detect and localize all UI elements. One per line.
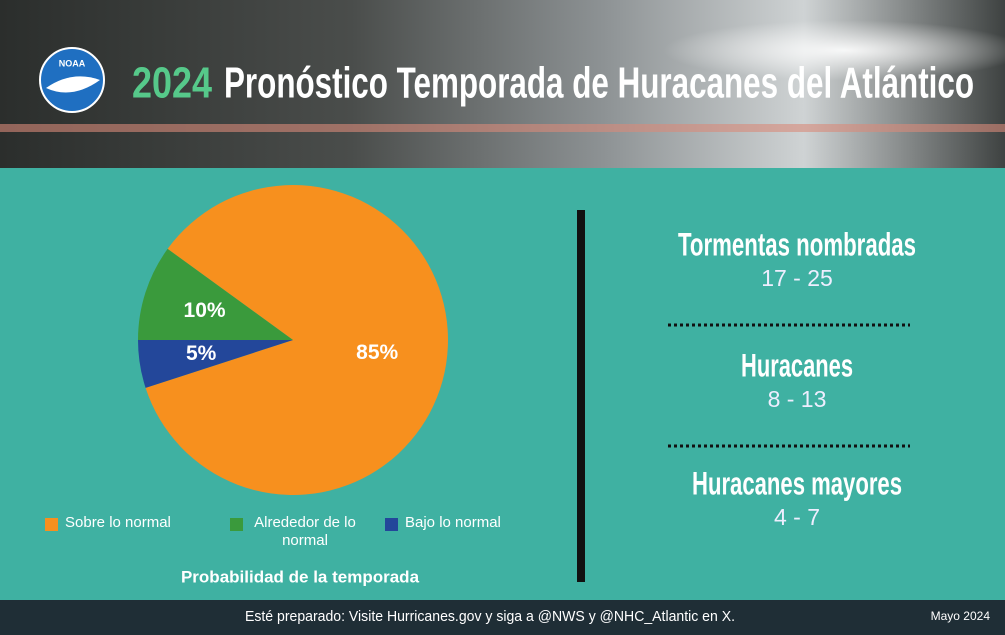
legend-swatch bbox=[230, 518, 243, 531]
stat-label: Tormentas nombradas bbox=[678, 226, 916, 262]
title: Pronóstico Temporada de Huracanes del At… bbox=[224, 59, 974, 108]
legend-label: Bajo lo normal bbox=[405, 514, 501, 531]
stat-range: 8 - 13 bbox=[768, 386, 827, 412]
legend-swatch bbox=[45, 518, 58, 531]
stat-label: Huracanes bbox=[741, 347, 853, 383]
footer-date: Mayo 2024 bbox=[931, 609, 991, 623]
title-year: 2024 bbox=[132, 59, 212, 108]
logo-bird bbox=[46, 76, 100, 93]
legend-swatch bbox=[385, 518, 398, 531]
slice-label: 5% bbox=[186, 342, 217, 365]
stat-range: 4 - 7 bbox=[774, 504, 820, 530]
legend-item: Alrededor de lo normal bbox=[254, 514, 356, 549]
divider bbox=[577, 210, 585, 582]
footer-bar bbox=[0, 600, 1005, 635]
legend-label: Alrededor de lo normal bbox=[254, 514, 356, 549]
footer-text: Esté preparado: Visite Hurricanes.gov y … bbox=[245, 608, 735, 625]
slice-label: 85% bbox=[356, 341, 398, 364]
legend-item: Bajo lo normal bbox=[405, 514, 501, 531]
slice-label: 10% bbox=[184, 299, 226, 322]
legend-item: Sobre lo normal bbox=[65, 514, 171, 531]
pie-slice bbox=[138, 340, 293, 388]
stat-label: Huracanes mayores bbox=[692, 465, 902, 501]
legend-label: Sobre lo normal bbox=[65, 514, 171, 531]
pie-slice bbox=[145, 184, 448, 495]
banner-stripe bbox=[0, 124, 1005, 132]
stat-range: 17 - 25 bbox=[761, 265, 833, 291]
banner-storm bbox=[0, 0, 1005, 168]
logo-text: NOAA bbox=[59, 58, 86, 68]
pie-slice bbox=[138, 248, 293, 340]
chart-caption: Probabilidad de la temporada bbox=[181, 567, 420, 586]
